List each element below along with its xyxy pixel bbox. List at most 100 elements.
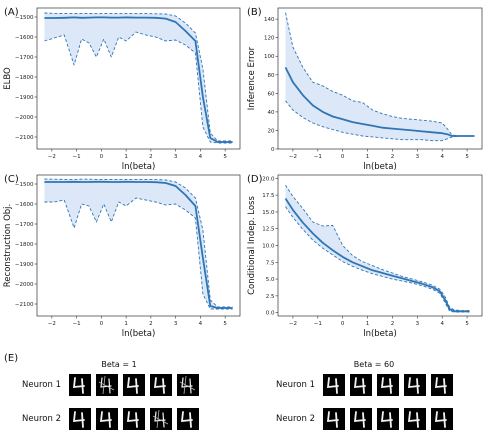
neuron-2-label-beta-60: Neuron 2: [276, 414, 315, 424]
panel-c-x-tick-label: 0: [100, 321, 104, 327]
panel-c-y-tick-label: −1500: [15, 182, 34, 188]
panel-c-x-tick-label: 2: [149, 321, 153, 327]
panel-d-y-tick-label: 17.5: [262, 193, 275, 199]
group-title-beta-60: Beta = 60: [354, 360, 394, 369]
panel-a-mean-line: [44, 16, 233, 143]
panel-b-y-tick-label: 0: [271, 147, 275, 153]
panel-a-y-tick-label: −1700: [15, 55, 34, 61]
panel-a-y-tick-label: −1800: [15, 75, 34, 81]
digit-thumbnail: [350, 374, 372, 396]
panel-b-axes-frame: [277, 7, 483, 150]
digit-thumbnail: [123, 374, 145, 396]
panel-d-x-axis-label: ln(beta): [363, 329, 397, 339]
panel-a-y-tick-label: −2000: [15, 115, 34, 121]
panel-a-x-tick-label: −2: [48, 154, 56, 160]
panel-a-x-axis-label: ln(beta): [122, 162, 156, 172]
panel-a-x-tick-label: 3: [174, 154, 178, 160]
panel-d-y-tick-label: 5.0: [266, 277, 275, 283]
panel-c-mean-line: [44, 180, 233, 309]
digit-thumbnail: [323, 408, 345, 430]
panel-b-x-tick-label: 3: [416, 154, 420, 160]
digit-thumbnail: [431, 374, 453, 396]
panel-c-y-tick-label: −1600: [15, 202, 34, 208]
panel-c-upper-bound-line: [44, 178, 233, 308]
panel-d-y-tick-label: 20.0: [262, 176, 275, 182]
panel-d-x-tick-label: 2: [391, 321, 395, 327]
digit-thumbnail: [404, 374, 426, 396]
panel-a-y-axis-label: ELBO: [3, 67, 13, 90]
panel-b-y-tick-label: 80: [268, 73, 275, 79]
panel-d-y-tick-label: 2.5: [266, 294, 275, 300]
panel-c-confidence-band: [44, 179, 233, 309]
panel-d-y-tick-label: 15.0: [262, 210, 275, 216]
panel-c-x-tick-label: −1: [73, 321, 81, 327]
panel-e-label: (E): [4, 353, 18, 364]
panel-a-y-tick-label: −2100: [15, 135, 34, 141]
panel-a-lower-bound-line: [44, 31, 233, 144]
panel-d-axes-frame: [277, 174, 483, 317]
panel-b: (B) −2 −1 0 1 2 3 4 5 0 20 40 60 80 100 120 140 ln(beta) I…: [247, 7, 483, 172]
group-title-beta-1: Beta = 1: [101, 360, 136, 369]
panel-b-x-tick-label: 0: [341, 154, 345, 160]
panel-a-confidence-band: [44, 13, 233, 143]
panel-d-x-tick-label: 0: [341, 321, 345, 327]
panel-b-y-tick-label: 140: [264, 17, 275, 23]
panel-d-upper-bound-line: [285, 184, 470, 312]
panel-a-y-tick-label: −1500: [15, 15, 34, 21]
panel-c-y-tick-label: −2100: [15, 302, 34, 308]
panel-a-y-tick-label: −1900: [15, 95, 34, 101]
panel-c-axes-frame: [36, 174, 241, 317]
digit-thumbnail: [377, 408, 399, 430]
digit-thumbnail: [177, 374, 199, 396]
panel-c-x-tick-label: 5: [223, 321, 227, 327]
panel-b-label: (B): [247, 7, 262, 18]
digit-thumbnail: [377, 374, 399, 396]
digit-thumbnail: [69, 374, 91, 396]
panel-d-label: (D): [247, 174, 263, 185]
panel-c-x-axis-label: ln(beta): [122, 329, 156, 339]
panel-a-x-tick-label: 4: [199, 154, 203, 160]
panel-b-mean-line: [284, 66, 475, 137]
panel-d-lower-bound-line: [285, 206, 470, 313]
panel-c-x-tick-label: 1: [124, 321, 128, 327]
panel-b-y-tick-label: 120: [264, 36, 275, 42]
panel-a-upper-bound-line: [44, 12, 233, 142]
panel-d-x-tick-label: 4: [440, 321, 444, 327]
panel-b-x-tick-label: 2: [391, 154, 395, 160]
digit-thumbnail: [96, 408, 118, 430]
panel-c: (C) −2 −1 0 1 2 3 4 5 −2100 −2000 −1900 −1800 −1700 −1…: [3, 174, 241, 339]
panel-b-y-tick-label: 60: [268, 91, 275, 97]
digit-thumbnail: [431, 408, 453, 430]
panel-c-y-tick-label: −1800: [15, 242, 34, 248]
digit-thumbnail: [350, 408, 372, 430]
digit-thumbnail: [323, 374, 345, 396]
digit-thumbnail: [404, 408, 426, 430]
panel-b-x-tick-label: −1: [314, 154, 322, 160]
panel-a-y-tick-label: −1600: [15, 35, 34, 41]
panel-d-x-tick-label: −1: [314, 321, 322, 327]
panel-d-x-tick-label: 5: [465, 321, 469, 327]
neuron-2-label-beta-1: Neuron 2: [22, 414, 61, 424]
panel-b-upper-bound-line: [285, 12, 475, 137]
neuron-1-label-beta-60: Neuron 1: [276, 380, 315, 390]
digit-thumbnail: [69, 408, 91, 430]
panel-a-x-tick-label: −1: [73, 154, 81, 160]
panel-b-lower-bound-line: [285, 100, 475, 142]
panel-d-y-tick-label: 0.0: [266, 311, 275, 317]
panel-b-y-axis-label: Inference Error: [247, 46, 257, 110]
panel-d-x-tick-label: 3: [416, 321, 420, 327]
panel-b-x-tick-label: 5: [465, 154, 469, 160]
panel-d-x-tick-label: 1: [366, 321, 370, 327]
panel-a-x-tick-label: 0: [100, 154, 104, 160]
panel-b-x-tick-label: 4: [440, 154, 444, 160]
digit-thumbnails: [69, 374, 453, 430]
panel-a-label: (A): [4, 7, 19, 18]
panel-c-x-tick-label: 4: [199, 321, 203, 327]
panel-a-x-tick-label: 1: [124, 154, 128, 160]
panel-a-x-tick-label: 5: [223, 154, 227, 160]
panel-a: (A) −2 −1 0 1 2 3 4 5 −2100 −2000 −1900 −1800 −1700 −1…: [3, 7, 241, 172]
digit-thumbnail: [177, 408, 199, 430]
panel-c-x-tick-label: −2: [48, 321, 56, 327]
panel-c-x-tick-label: 3: [174, 321, 178, 327]
